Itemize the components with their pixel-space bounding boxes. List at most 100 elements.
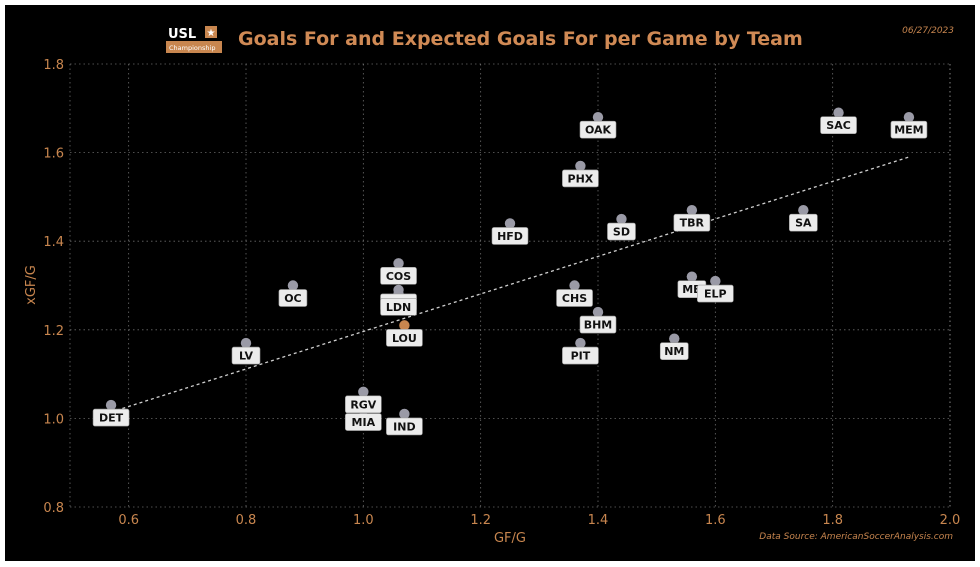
points-group	[105, 107, 915, 420]
data-point-cos	[393, 258, 404, 269]
data-point-chs	[569, 280, 580, 291]
data-point-elp	[710, 275, 721, 287]
team-label-text: MB	[682, 283, 701, 296]
team-label-hfd: HFD	[491, 227, 529, 245]
team-label-text: IND	[393, 420, 415, 433]
chart-title: Goals For and Expected Goals For per Gam…	[238, 28, 803, 50]
team-label-text: NM	[664, 345, 684, 358]
y-tick-label: 1.0	[43, 412, 64, 427]
team-label-text: SA	[795, 217, 812, 230]
team-label-text: OC	[284, 292, 301, 305]
label-box	[345, 395, 382, 414]
label-box	[562, 346, 599, 365]
team-label-phx: PHX	[562, 169, 599, 188]
data-point-pit	[575, 337, 586, 349]
data-point-sd	[616, 213, 627, 225]
label-box	[386, 329, 423, 347]
x-axis-title: GF/G	[494, 531, 526, 546]
data-point-sac	[833, 107, 844, 118]
team-label-oc: OC	[278, 289, 308, 307]
team-label-lou: LOU	[386, 329, 423, 347]
team-label-oak: OAK	[579, 120, 617, 139]
team-label-ind: IND	[386, 417, 423, 436]
team-label-pit: PIT	[562, 346, 599, 365]
team-label-text: PHX	[568, 172, 594, 185]
label-box	[820, 116, 857, 135]
trendline-group	[105, 156, 910, 415]
chart-date: 06/27/2023	[902, 26, 954, 36]
team-label-text: LDN	[386, 301, 411, 314]
grid	[69, 63, 951, 508]
team-label-cos: COS	[380, 267, 417, 285]
label-box	[890, 120, 928, 139]
label-box	[491, 227, 529, 245]
data-point-oc	[287, 280, 299, 291]
data-point-hfd	[504, 218, 516, 229]
team-label-text: LOU	[392, 332, 417, 345]
y-tick-label: 1.4	[43, 235, 64, 250]
label-box	[231, 346, 261, 365]
label-box	[673, 213, 711, 232]
team-label-text: BHM	[584, 319, 613, 332]
team-label-mem: MEM	[890, 120, 928, 139]
x-tick-label: 1.8	[822, 513, 843, 528]
y-tick-label: 0.8	[43, 501, 64, 516]
data-point-rgv	[358, 386, 369, 398]
label-box	[556, 289, 593, 307]
x-tick-label: 2.0	[940, 513, 961, 528]
team-label-bhm: BHM	[579, 315, 617, 334]
team-label-text: PIT	[571, 350, 591, 363]
team-label-text: SD	[613, 226, 630, 239]
label-box	[380, 267, 417, 285]
y-tick-label: 1.2	[43, 324, 64, 339]
logo-subtitle: Championship	[169, 44, 215, 52]
data-point-lou	[399, 320, 410, 331]
team-label-text: SAC	[826, 119, 851, 132]
y-tick-label: 1.8	[43, 58, 64, 73]
label-box	[92, 408, 130, 427]
logo-star-box	[205, 26, 217, 38]
team-label-text: TBR	[680, 217, 705, 230]
team-label-elp: ELP	[697, 284, 734, 303]
data-point-nm	[669, 333, 680, 344]
data-point-phx	[575, 160, 586, 172]
team-label-sd: SD	[607, 222, 636, 241]
y-tick-label: 1.6	[43, 147, 64, 162]
x-tick-label: 0.6	[118, 513, 139, 528]
label-box	[789, 213, 818, 232]
label-box	[562, 169, 599, 188]
team-label-text: COS	[386, 270, 411, 283]
data-point-det	[105, 399, 117, 411]
x-tick-label: 0.8	[236, 513, 257, 528]
data-source: Data Source: AmericanSoccerAnalysis.com	[759, 532, 953, 542]
team-label-text: LV	[239, 350, 253, 363]
team-label-text: OAK	[585, 124, 612, 137]
axis-ticks: 0.8 1.0 1.2 1.4 1.6 1.8 0.6 0.8 1.0 1.2 1.4 1.6 1.8 2…	[43, 58, 960, 528]
team-label-text: CHS	[562, 292, 587, 305]
data-point-sa	[798, 204, 809, 216]
logo-subtitle-bar	[166, 41, 222, 53]
label-box	[579, 315, 617, 334]
team-label-text: DET	[99, 412, 124, 425]
label-box	[345, 413, 382, 431]
data-point-mb	[686, 271, 698, 282]
team-label-tbr: TBR	[673, 213, 711, 232]
team-label-nm: NM	[659, 342, 689, 360]
star-icon: ★	[207, 28, 216, 39]
label-box	[278, 289, 308, 307]
team-label-text: HFD	[497, 230, 523, 243]
label-box	[659, 342, 689, 360]
team-label-ldn: LDN	[380, 298, 417, 316]
logo-text: USL	[168, 27, 196, 42]
usl-championship-logo: USL ★ Championship	[165, 22, 223, 54]
label-box	[697, 284, 734, 303]
team-label-text: ELP	[704, 288, 727, 301]
team-label-mia: MIA	[345, 413, 382, 431]
data-point-lv	[240, 337, 252, 349]
data-point-oak	[592, 111, 604, 123]
data-point-tbr	[686, 204, 698, 216]
data-point-ind	[399, 408, 410, 420]
team-label-text: MIA	[352, 416, 376, 429]
x-tick-label: 1.4	[588, 513, 609, 528]
